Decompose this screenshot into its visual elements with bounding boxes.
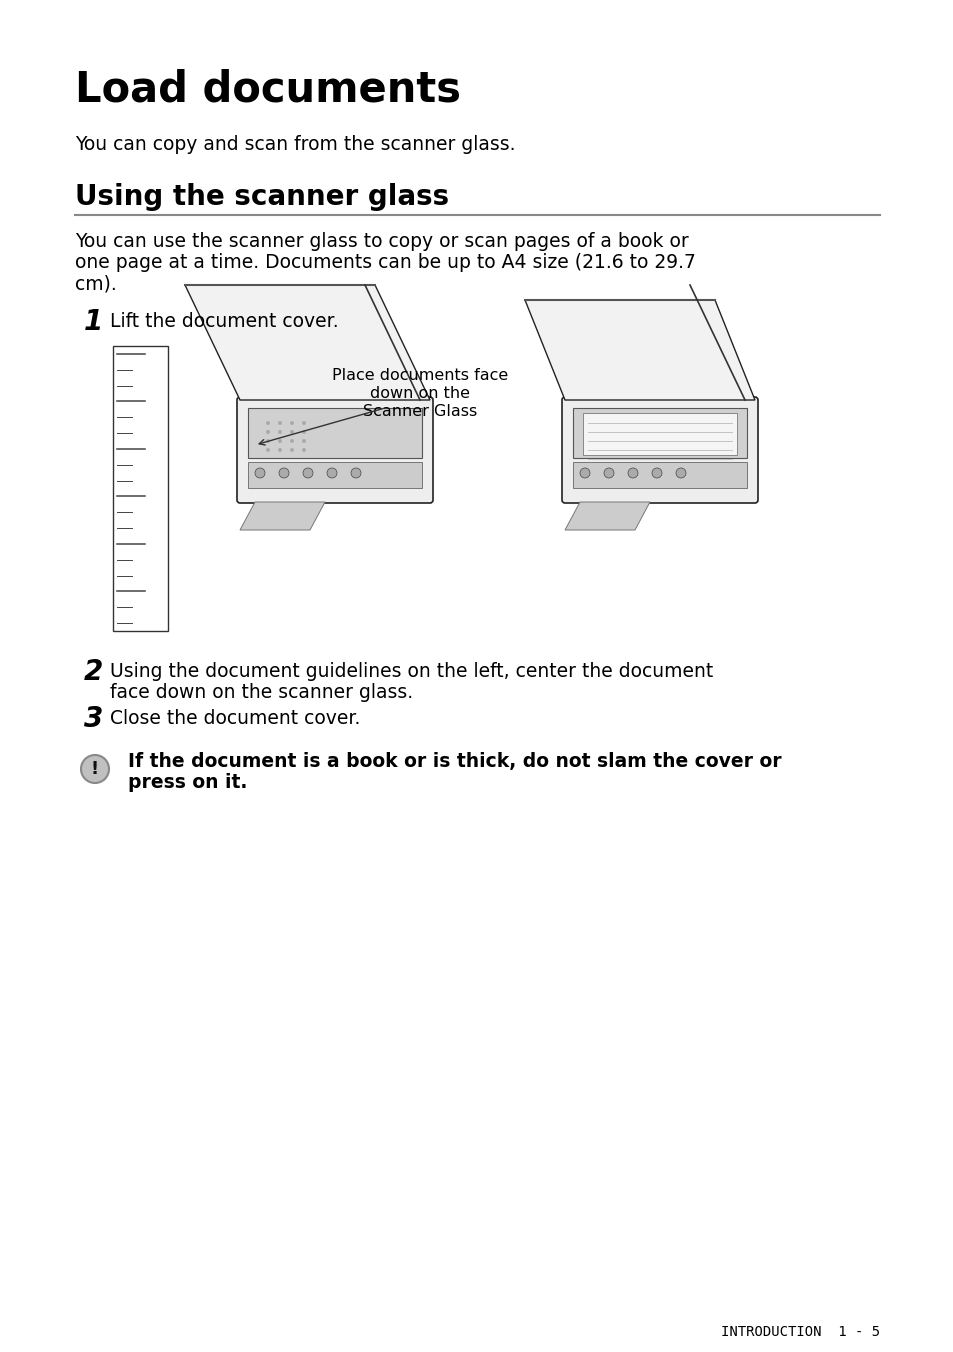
Circle shape — [579, 468, 589, 479]
Text: 1: 1 — [84, 308, 103, 337]
Circle shape — [290, 430, 294, 434]
Circle shape — [277, 420, 282, 425]
Polygon shape — [240, 502, 325, 530]
Polygon shape — [185, 285, 430, 400]
Circle shape — [302, 430, 306, 434]
Circle shape — [627, 468, 638, 479]
Circle shape — [602, 420, 606, 425]
Circle shape — [590, 448, 595, 452]
Circle shape — [615, 430, 618, 434]
Circle shape — [603, 468, 614, 479]
Circle shape — [290, 420, 294, 425]
Circle shape — [278, 468, 289, 479]
Polygon shape — [564, 502, 649, 530]
Circle shape — [277, 448, 282, 452]
Text: down on the: down on the — [370, 387, 470, 402]
Text: Using the scanner glass: Using the scanner glass — [75, 183, 449, 211]
Circle shape — [290, 448, 294, 452]
Text: face down on the scanner glass.: face down on the scanner glass. — [110, 683, 413, 702]
Circle shape — [266, 439, 270, 443]
Bar — [582, 412, 737, 456]
Text: If the document is a book or is thick, do not slam the cover or: If the document is a book or is thick, d… — [128, 752, 781, 771]
Text: 2: 2 — [84, 658, 103, 685]
Circle shape — [590, 420, 595, 425]
Circle shape — [615, 439, 618, 443]
Text: !: ! — [91, 760, 99, 777]
Bar — [573, 462, 746, 488]
Text: one page at a time. Documents can be up to A4 size (21.6 to 29.7: one page at a time. Documents can be up … — [75, 253, 695, 272]
Circle shape — [302, 420, 306, 425]
Circle shape — [590, 439, 595, 443]
Circle shape — [602, 430, 606, 434]
Text: You can copy and scan from the scanner glass.: You can copy and scan from the scanner g… — [75, 135, 515, 154]
Bar — [573, 408, 746, 458]
Text: INTRODUCTION  1 - 5: INTRODUCTION 1 - 5 — [720, 1325, 879, 1338]
Circle shape — [81, 754, 109, 783]
Circle shape — [302, 448, 306, 452]
Circle shape — [651, 468, 661, 479]
Circle shape — [277, 430, 282, 434]
Circle shape — [626, 439, 630, 443]
Circle shape — [626, 430, 630, 434]
Circle shape — [626, 448, 630, 452]
Text: You can use the scanner glass to copy or scan pages of a book or: You can use the scanner glass to copy or… — [75, 233, 688, 251]
Text: Close the document cover.: Close the document cover. — [110, 708, 360, 727]
Bar — [248, 408, 421, 458]
Circle shape — [303, 468, 313, 479]
Circle shape — [351, 468, 360, 479]
Text: Scanner Glass: Scanner Glass — [362, 404, 476, 419]
Bar — [112, 346, 168, 631]
Text: cm).: cm). — [75, 274, 116, 293]
Circle shape — [290, 439, 294, 443]
Circle shape — [266, 420, 270, 425]
Text: Lift the document cover.: Lift the document cover. — [110, 312, 338, 331]
Text: Load documents: Load documents — [75, 68, 460, 110]
Circle shape — [302, 439, 306, 443]
Circle shape — [266, 430, 270, 434]
Circle shape — [626, 420, 630, 425]
Text: Place documents face: Place documents face — [332, 368, 508, 383]
FancyBboxPatch shape — [236, 397, 433, 503]
Circle shape — [615, 420, 618, 425]
Circle shape — [590, 430, 595, 434]
Circle shape — [327, 468, 336, 479]
Bar — [248, 462, 421, 488]
FancyBboxPatch shape — [561, 397, 758, 503]
Circle shape — [602, 448, 606, 452]
Circle shape — [602, 439, 606, 443]
Circle shape — [277, 439, 282, 443]
Circle shape — [676, 468, 685, 479]
Text: Using the document guidelines on the left, center the document: Using the document guidelines on the lef… — [110, 662, 713, 681]
Text: press on it.: press on it. — [128, 773, 247, 792]
Circle shape — [615, 448, 618, 452]
Polygon shape — [524, 300, 754, 400]
Text: 3: 3 — [84, 704, 103, 733]
Circle shape — [266, 448, 270, 452]
Circle shape — [254, 468, 265, 479]
